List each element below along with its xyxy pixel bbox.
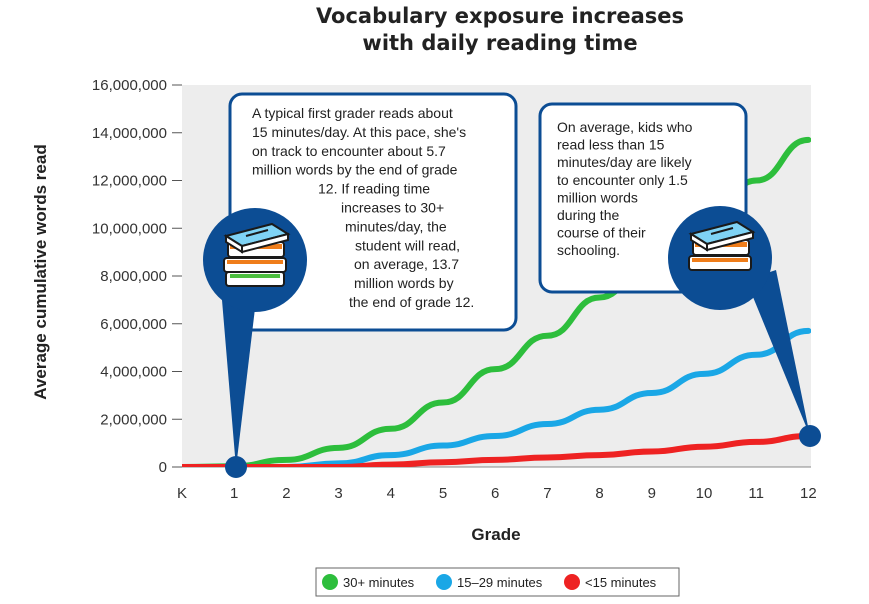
legend-swatch [322, 574, 338, 590]
callout-line: course of their [557, 225, 646, 241]
legend-swatch [436, 574, 452, 590]
callout-line: student will read, [355, 237, 460, 253]
x-tick-label: 6 [491, 485, 499, 502]
callout-line: million words by [354, 275, 454, 291]
callout-line: to encounter only 1.5 [557, 172, 688, 188]
callout-line: read less than 15 [557, 137, 665, 153]
x-tick-label: K [177, 485, 187, 502]
callout-line: the end of grade 12. [349, 294, 474, 310]
x-tick-label: 4 [387, 485, 395, 502]
callout-left-pointer [222, 300, 256, 468]
callout-line: A typical first grader reads about [252, 105, 453, 121]
callout-line: increases to 30+ [341, 200, 444, 216]
books-icon [688, 220, 756, 271]
callout-line: minutes/day are likely [557, 154, 692, 170]
legend-swatch [564, 574, 580, 590]
y-axis-label: Average cumulative words read [31, 144, 50, 399]
x-axis-label: Grade [471, 525, 520, 544]
callout-line: On average, kids who [557, 119, 693, 135]
callout-left: A typical first grader reads about 15 min… [203, 92, 518, 478]
x-tick-label: 5 [439, 485, 447, 502]
chart-title-line-2: with daily reading time [362, 31, 637, 55]
x-tick-label: 12 [800, 485, 817, 502]
y-tick-label: 8,000,000 [100, 268, 167, 285]
x-tick-label: 3 [334, 485, 342, 502]
chart-title-line-1: Vocabulary exposure increases [316, 4, 684, 28]
x-tick-label: 2 [282, 485, 290, 502]
y-tick-label: 6,000,000 [100, 316, 167, 333]
callout-line: minutes/day, the [345, 218, 447, 234]
x-tick-label: 1 [230, 485, 238, 502]
x-axis: K 1 2 3 4 5 6 7 8 9 10 11 12 [177, 485, 817, 502]
callout-line: 12. If reading time [318, 181, 430, 197]
callout-line: on average, 13.7 [354, 256, 459, 272]
callout-right-pointer [746, 270, 810, 436]
legend-label: <15 minutes [585, 575, 657, 590]
y-tick-label: 16,000,000 [92, 77, 167, 94]
x-tick-label: 9 [648, 485, 656, 502]
y-tick-label: 10,000,000 [92, 220, 167, 237]
callout-line: schooling. [557, 242, 620, 258]
legend-label: 30+ minutes [343, 575, 415, 590]
y-tick-label: 4,000,000 [100, 364, 167, 381]
y-tick-label: 12,000,000 [92, 173, 167, 190]
legend-box [315, 567, 680, 597]
callout-line: during the [557, 207, 619, 223]
callout-line: on track to encounter about 5.7 [252, 143, 446, 159]
books-icon [223, 222, 291, 287]
callout-line: million words by the end of grade [252, 162, 458, 178]
legend-label: 15–29 minutes [457, 575, 543, 590]
y-tick-label: 0 [159, 459, 167, 476]
callout-line: 15 minutes/day. At this pace, she's [252, 124, 466, 140]
callout-right-marker [799, 425, 821, 447]
x-tick-label: 11 [748, 485, 764, 502]
callout-left-marker [225, 456, 247, 478]
y-axis: 0 2,000,000 4,000,000 6,000,000 8,000,000 10,… [92, 77, 182, 476]
x-tick-label: 10 [696, 485, 713, 502]
legend: 30+ minutes 15–29 minutes <15 minutes [315, 567, 680, 597]
callout-line: million words [557, 189, 638, 205]
callout-right-text: On average, kids who read less than 15 min… [557, 119, 693, 258]
callout-right: On average, kids who read less than 15 min… [538, 102, 821, 447]
x-tick-label: 8 [595, 485, 603, 502]
y-tick-label: 2,000,000 [100, 411, 167, 428]
callout-left-text: A typical first grader reads about 15 min… [252, 105, 474, 310]
x-tick-label: 7 [543, 485, 551, 502]
y-tick-label: 14,000,000 [92, 125, 167, 142]
series-line [182, 432, 811, 467]
